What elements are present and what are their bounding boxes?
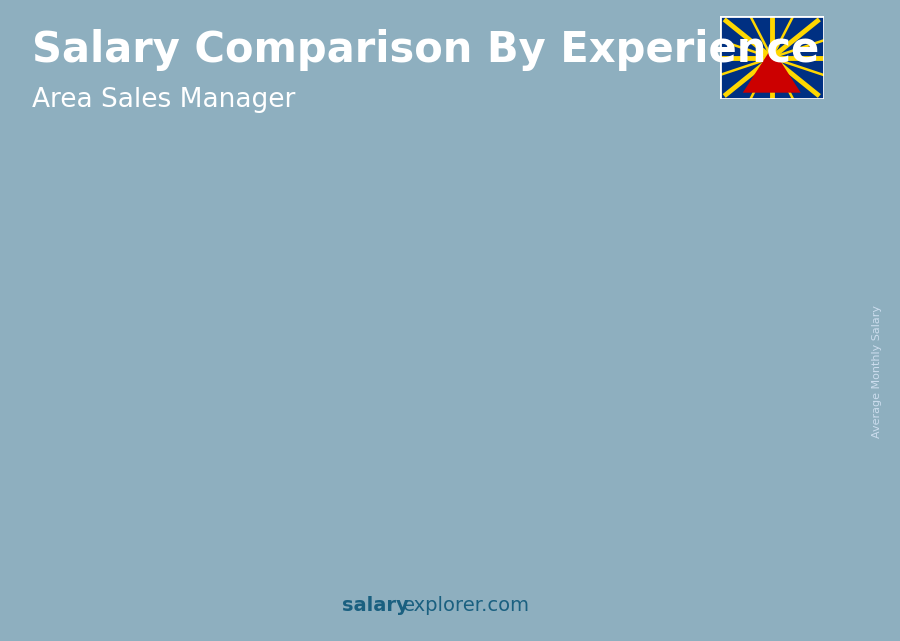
Text: explorer.com: explorer.com xyxy=(403,596,530,615)
FancyArrowPatch shape xyxy=(128,401,221,447)
Text: +nan%: +nan% xyxy=(500,238,589,258)
Polygon shape xyxy=(201,414,280,424)
FancyArrowPatch shape xyxy=(256,360,349,408)
Text: +nan%: +nan% xyxy=(246,316,333,336)
Text: Average Monthly Salary: Average Monthly Salary xyxy=(872,305,883,438)
Polygon shape xyxy=(778,254,791,551)
Polygon shape xyxy=(73,453,152,463)
Polygon shape xyxy=(651,294,663,551)
Polygon shape xyxy=(584,303,651,551)
Polygon shape xyxy=(73,463,140,551)
Text: 0 EUR: 0 EUR xyxy=(216,394,262,408)
Text: salary: salary xyxy=(342,596,409,615)
Text: 0 EUR: 0 EUR xyxy=(88,433,134,447)
Polygon shape xyxy=(395,372,408,551)
Polygon shape xyxy=(328,381,338,551)
Text: 0 EUR: 0 EUR xyxy=(599,272,645,288)
Polygon shape xyxy=(140,453,152,551)
Text: +nan%: +nan% xyxy=(118,358,205,378)
Text: +nan%: +nan% xyxy=(374,280,461,300)
FancyArrowPatch shape xyxy=(383,323,477,366)
Polygon shape xyxy=(584,294,663,303)
Text: 0 EUR: 0 EUR xyxy=(727,233,773,249)
Polygon shape xyxy=(267,414,280,551)
Polygon shape xyxy=(712,264,778,551)
FancyArrowPatch shape xyxy=(639,242,733,288)
Text: 0 EUR: 0 EUR xyxy=(472,315,518,330)
Polygon shape xyxy=(201,424,211,551)
Text: +nan%: +nan% xyxy=(628,199,716,219)
FancyArrowPatch shape xyxy=(511,281,605,330)
Polygon shape xyxy=(712,264,722,551)
Polygon shape xyxy=(584,303,594,551)
Polygon shape xyxy=(456,336,536,345)
Polygon shape xyxy=(720,16,824,99)
Polygon shape xyxy=(523,336,536,551)
Polygon shape xyxy=(328,381,395,551)
Text: Area Sales Manager: Area Sales Manager xyxy=(32,87,295,113)
Text: Salary Comparison By Experience: Salary Comparison By Experience xyxy=(32,29,819,71)
Text: 0 EUR: 0 EUR xyxy=(344,351,390,366)
Polygon shape xyxy=(328,372,408,381)
Polygon shape xyxy=(201,424,267,551)
Polygon shape xyxy=(456,345,523,551)
Polygon shape xyxy=(742,47,801,93)
Polygon shape xyxy=(73,463,83,551)
Polygon shape xyxy=(456,345,466,551)
Polygon shape xyxy=(712,254,791,264)
